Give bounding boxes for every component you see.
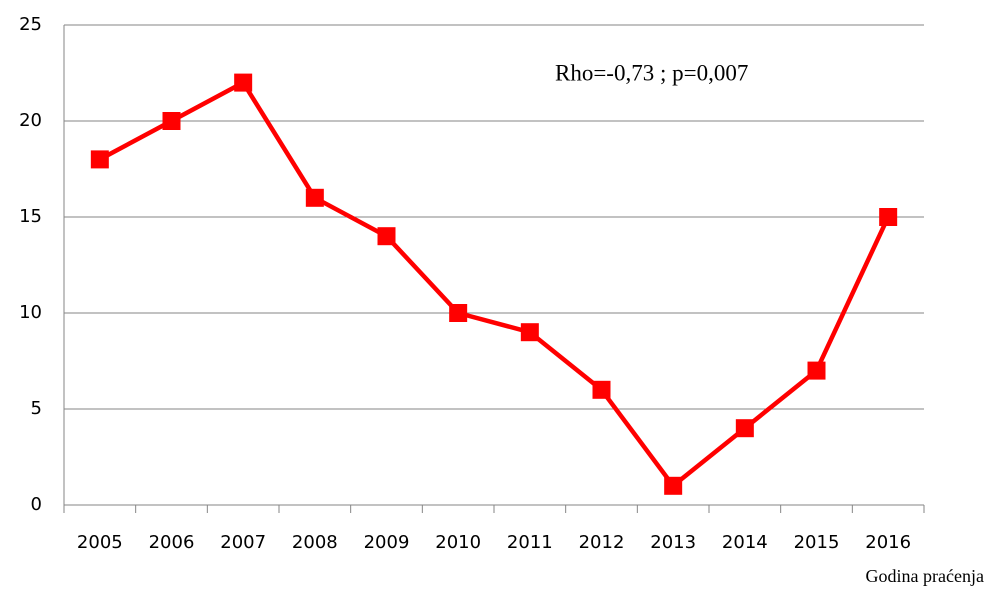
marker — [520, 323, 539, 342]
y-tick-label: 10 — [19, 302, 42, 323]
marker — [162, 112, 181, 130]
x-tick-label: 2012 — [579, 532, 625, 553]
marker — [305, 188, 324, 207]
series-line — [98, 80, 891, 489]
x-tick-label: 2006 — [149, 532, 195, 553]
marker — [807, 361, 826, 380]
x-axis-label: Godina praćenja — [866, 566, 984, 586]
marker — [90, 150, 109, 169]
x-tick-label: 2011 — [507, 532, 553, 553]
x-tick-label: 2008 — [292, 532, 338, 553]
y-tick-label: 20 — [19, 110, 42, 131]
marker — [377, 227, 396, 246]
x-tick-label: 2010 — [435, 532, 481, 553]
x-tick-label: 2015 — [794, 532, 840, 553]
marker — [234, 73, 253, 92]
x-tick-label: 2013 — [650, 532, 696, 553]
marker — [879, 208, 898, 226]
y-tick-label: 15 — [19, 206, 42, 227]
marker — [449, 304, 468, 322]
x-tick-label: 2009 — [364, 532, 410, 553]
x-tick-label: 2014 — [722, 532, 768, 553]
marker — [664, 476, 683, 495]
marker — [735, 419, 754, 438]
y-tick-label: 0 — [31, 494, 42, 515]
annotation: Rho=-0,73 ; p=0,007 — [555, 60, 748, 85]
x-tick-label: 2016 — [865, 532, 911, 553]
y-tick-label: 5 — [31, 398, 42, 419]
x-tick-label: 2007 — [220, 532, 266, 553]
marker — [592, 380, 611, 399]
x-tick-label: 2005 — [77, 532, 123, 553]
y-tick-label: 25 — [19, 14, 42, 35]
